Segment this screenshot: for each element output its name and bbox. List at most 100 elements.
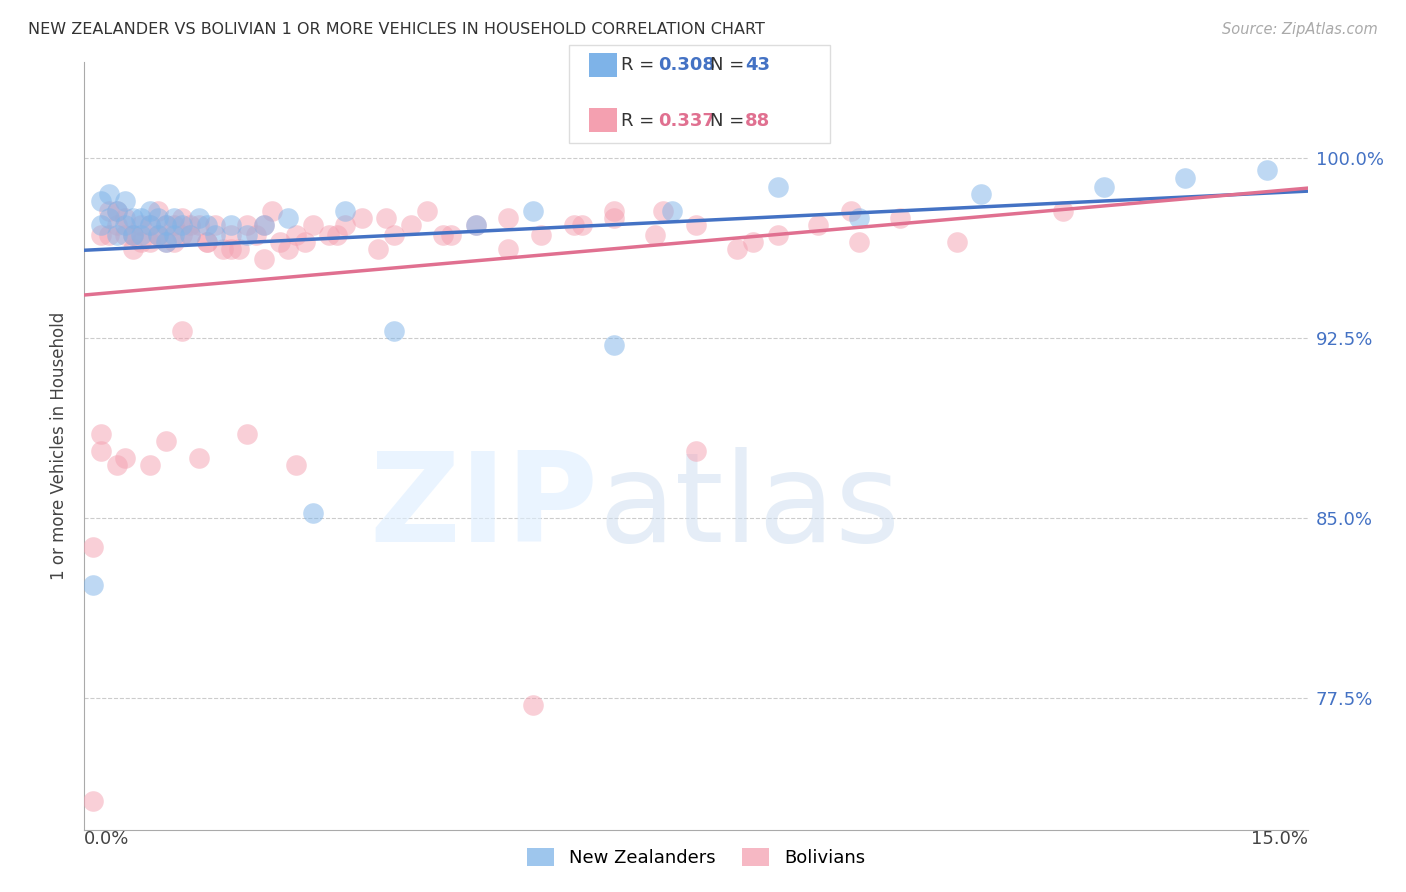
Point: [90, 194, 112, 209]
Point: [163, 235, 186, 250]
Point: [163, 219, 186, 233]
Point: [114, 211, 136, 226]
Point: [195, 235, 218, 250]
Point: [603, 338, 626, 352]
Point: [179, 219, 201, 233]
Point: [146, 227, 169, 242]
Point: [245, 227, 267, 242]
Point: [236, 219, 259, 233]
Point: [187, 450, 209, 465]
Point: [122, 211, 145, 226]
Text: N =: N =: [710, 56, 749, 74]
Point: [350, 211, 373, 226]
Point: [253, 252, 276, 266]
Point: [946, 235, 969, 250]
Text: 43: 43: [745, 56, 770, 74]
Point: [326, 227, 349, 242]
Point: [464, 219, 486, 233]
Point: [571, 219, 593, 233]
Point: [367, 243, 389, 257]
Point: [498, 243, 520, 257]
Point: [179, 227, 201, 242]
Point: [382, 324, 405, 338]
Text: 0.0%: 0.0%: [84, 830, 129, 847]
Point: [90, 427, 112, 442]
Point: [90, 443, 112, 458]
Text: Source: ZipAtlas.com: Source: ZipAtlas.com: [1222, 22, 1378, 37]
Point: [122, 227, 145, 242]
Point: [97, 204, 120, 219]
Point: [97, 187, 120, 202]
Point: [138, 458, 160, 472]
Point: [155, 219, 177, 233]
Point: [138, 219, 160, 233]
Point: [155, 235, 177, 250]
Point: [122, 227, 145, 242]
Point: [114, 219, 136, 233]
Point: [105, 204, 128, 219]
Point: [172, 324, 194, 338]
Point: [236, 427, 259, 442]
Y-axis label: 1 or more Vehicles in Household: 1 or more Vehicles in Household: [51, 312, 69, 580]
Point: [82, 578, 104, 592]
Point: [97, 211, 120, 226]
Point: [253, 219, 276, 233]
Point: [114, 194, 136, 209]
Point: [839, 204, 862, 219]
Text: R =: R =: [621, 56, 661, 74]
Point: [131, 227, 153, 242]
Point: [301, 506, 323, 520]
Point: [228, 243, 250, 257]
Point: [562, 219, 585, 233]
Point: [195, 219, 218, 233]
Point: [131, 211, 153, 226]
Point: [848, 235, 870, 250]
Point: [155, 434, 177, 449]
Point: [90, 219, 112, 233]
Legend: New Zealanders, Bolivians: New Zealanders, Bolivians: [520, 840, 872, 874]
Point: [498, 211, 520, 226]
Point: [122, 227, 145, 242]
Point: [114, 227, 136, 242]
Point: [766, 180, 789, 194]
Point: [1052, 204, 1074, 219]
Point: [122, 243, 145, 257]
Point: [335, 219, 357, 233]
Point: [172, 211, 194, 226]
Point: [530, 227, 553, 242]
Point: [1256, 163, 1278, 178]
Point: [301, 219, 323, 233]
Point: [172, 227, 194, 242]
Point: [253, 219, 276, 233]
Text: 15.0%: 15.0%: [1250, 830, 1308, 847]
Point: [219, 227, 242, 242]
Point: [1174, 170, 1197, 185]
Point: [114, 450, 136, 465]
Point: [522, 204, 544, 219]
Point: [848, 211, 870, 226]
Point: [644, 227, 666, 242]
Point: [82, 794, 104, 808]
Point: [105, 219, 128, 233]
Point: [97, 227, 120, 242]
Point: [146, 227, 169, 242]
Point: [131, 219, 153, 233]
Text: ZIP: ZIP: [370, 447, 598, 568]
Text: R =: R =: [621, 112, 661, 129]
Point: [318, 227, 340, 242]
Point: [652, 204, 675, 219]
Point: [219, 243, 242, 257]
Text: 0.308: 0.308: [658, 56, 716, 74]
Point: [236, 227, 259, 242]
Text: atlas: atlas: [598, 447, 900, 568]
Point: [522, 698, 544, 712]
Point: [285, 458, 308, 472]
Point: [603, 211, 626, 226]
Point: [155, 219, 177, 233]
Point: [105, 227, 128, 242]
Point: [146, 211, 169, 226]
Point: [1092, 180, 1115, 194]
Point: [766, 227, 789, 242]
Point: [432, 227, 454, 242]
Point: [807, 219, 830, 233]
